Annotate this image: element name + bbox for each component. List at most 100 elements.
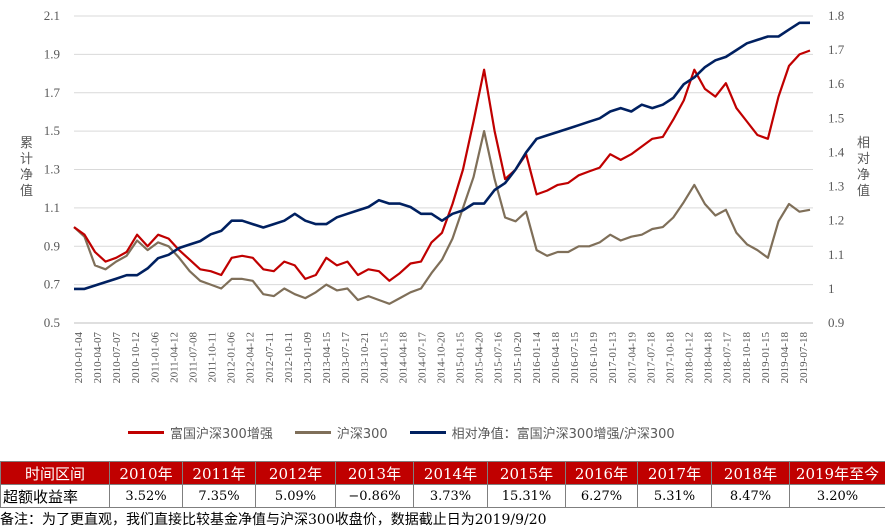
x-tick-label: 2016-10-19 [588,332,600,384]
value-cell: 5.09% [255,484,336,508]
x-tick-label: 2013-10-21 [359,332,371,383]
header-cell: 2015年 [487,461,566,485]
value-cell: 3.52% [109,484,183,508]
x-tick-label: 2018-07-17 [722,332,734,384]
x-tick-label: 2016-04-18 [550,332,562,384]
right-y-tick-label: 1.3 [828,179,844,194]
x-tick-label: 2018-04-18 [703,332,715,384]
header-cell: 2019年至今 [789,461,885,485]
x-tick-label: 2013-04-15 [321,332,333,384]
series-lines [73,21,811,305]
value-cell: 8.47% [711,484,790,508]
x-tick-label: 2011-07-08 [187,332,199,383]
nav-line-chart: 2.1 1.9 1.7 1.5 1.3 1.1 0.9 0.7 0.5 1.8 1.7 1.6 1.5… [20,8,870,384]
left-y-tick-label: 1.1 [44,200,60,215]
x-tick-label: 2019-01-15 [760,332,772,384]
x-tick-label: 2017-07-18 [645,332,657,384]
right-y-tick-label: 0.9 [828,315,844,330]
left-y-tick-label: 1.7 [44,85,61,100]
header-cell: 时间区间 [0,461,110,485]
x-tick-label: 2011-01-06 [149,332,161,383]
header-cell: 2011年 [182,461,256,485]
x-tick-label: 2012-04-12 [245,332,257,383]
x-tick-label: 2018-10-18 [741,332,753,384]
gridlines [74,15,813,324]
x-tick-label: 2013-01-09 [302,332,314,384]
x-tick-label: 2019-04-18 [779,332,791,384]
x-tick-label: 2015-04-20 [474,332,486,384]
value-cell: 7.35% [182,484,256,508]
x-tick-label: 2012-01-06 [226,332,238,384]
left-y-tick-label: 0.9 [44,238,60,253]
left-y-tick-label: 1.9 [44,46,60,61]
x-tick-label: 2015-01-15 [455,332,467,384]
x-tick-label: 2016-01-14 [531,332,543,384]
x-tick-label: 2017-04-19 [626,332,638,384]
value-cell: 5.31% [637,484,712,508]
left-y-axis: 2.1 1.9 1.7 1.5 1.3 1.1 0.9 0.7 0.5 [44,8,61,330]
header-cell: 2018年 [711,461,790,485]
right-y-tick-label: 1.1 [828,247,844,262]
x-tick-label: 2017-10-18 [664,332,676,384]
legend-item-fund: 富国沪深300增强 [128,423,273,442]
footnote: 备注：为了更直观，我们直接比较基金净值与沪深300收盘价，数据截止日为2019/… [0,512,547,528]
right-y-tick-label: 1.4 [828,144,845,159]
chart-legend: 富国沪深300增强 沪深300 相对净值：富国沪深300增强/沪深300 [128,422,697,442]
x-tick-label: 2017-01-13 [607,332,619,384]
right-y-axis-title: 相对净值 [857,136,870,199]
row-label: 超额收益率 [0,484,110,508]
x-tick-label: 2019-07-18 [798,332,810,384]
x-tick-label: 2015-10-20 [512,332,524,384]
value-cell: 6.27% [565,484,638,508]
x-tick-label: 2010-07-07 [111,332,123,384]
series-line-1 [73,130,811,305]
header-cell: 2014年 [413,461,488,485]
right-y-tick-label: 1.8 [828,8,844,23]
legend-swatch-relative [409,430,446,434]
series-line-0 [73,49,811,282]
right-y-tick-label: 1.6 [828,76,845,91]
right-y-axis: 1.8 1.7 1.6 1.5 1.4 1.3 1.2 1.1 1 0.9 [828,8,845,330]
left-y-axis-title: 累计净值 [20,136,33,199]
x-tick-label: 2010-01-04 [73,332,85,384]
value-cell-negative: −0.86% [335,484,414,508]
table-row: 超额收益率 3.52% 7.35% 5.09% −0.86% 3.73% 15.… [0,484,885,508]
legend-label-index: 沪深300 [336,426,388,442]
x-tick-label: 2011-10-11 [207,332,219,383]
x-tick-label: 2014-01-15 [378,332,390,384]
left-y-tick-label: 0.7 [44,277,61,292]
x-tick-label: 2014-10-20 [436,332,448,384]
header-cell: 2017年 [637,461,712,485]
value-cell: 15.31% [487,484,566,508]
legend-item-relative: 相对净值：富国沪深300增强/沪深300 [409,423,675,442]
value-cell: 3.20% [789,484,885,508]
header-cell: 2013年 [335,461,414,485]
legend-item-index: 沪深300 [294,423,388,442]
x-tick-label: 2013-07-17 [340,332,352,384]
excess-return-table: 时间区间 2010年 2011年 2012年 2013年 2014年 2015年… [0,461,885,508]
legend-label-fund: 富国沪深300增强 [170,426,273,442]
left-y-tick-label: 0.5 [44,315,60,330]
x-tick-label: 2015-07-16 [493,332,505,384]
legend-swatch-fund [128,430,164,434]
table-header-row: 时间区间 2010年 2011年 2012年 2013年 2014年 2015年… [0,461,885,485]
left-y-tick-label: 1.5 [44,123,60,138]
left-y-tick-label: 1.3 [44,162,60,177]
x-tick-label: 2016-07-15 [569,332,581,384]
value-cell: 3.73% [413,484,488,508]
right-y-tick-label: 1 [828,281,835,296]
legend-swatch-index [294,430,331,434]
x-tick-label: 2012-07-11 [264,332,276,383]
x-tick-label: 2010-10-12 [130,332,142,383]
x-tick-label: 2014-07-17 [416,332,428,384]
header-cell: 2016年 [565,461,638,485]
legend-label-relative: 相对净值：富国沪深300增强/沪深300 [451,426,675,442]
header-cell: 2012年 [255,461,336,485]
header-cell: 2010年 [109,461,183,485]
x-tick-label: 2014-04-18 [397,332,409,384]
x-tick-label: 2010-04-07 [92,332,104,384]
right-y-tick-label: 1.5 [828,110,844,125]
x-tick-label: 2012-10-11 [283,332,295,383]
series-line-2 [74,21,810,291]
right-y-tick-label: 1.2 [828,213,844,228]
